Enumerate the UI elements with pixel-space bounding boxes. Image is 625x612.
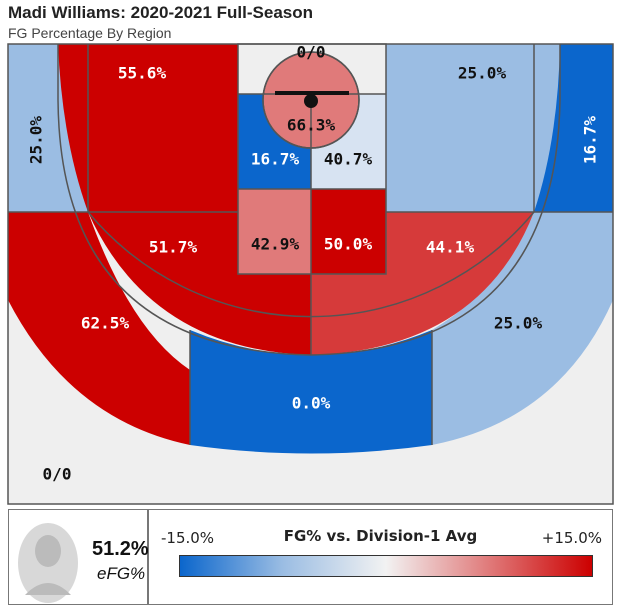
- legend-box: -15.0% FG% vs. Division-1 Avg +15.0%: [148, 509, 613, 605]
- zone-label-right-midrange: 44.1%: [426, 238, 475, 257]
- zone-label-center-three: 0.0%: [292, 394, 331, 413]
- legend-min-label: -15.0%: [161, 529, 215, 547]
- zone-label-left-midrange: 51.7%: [149, 238, 198, 257]
- zone-right-midrange: [311, 212, 534, 355]
- zone-regions: [8, 44, 613, 504]
- legend-color-bar: [179, 555, 593, 577]
- efg-label: eFG%: [97, 564, 146, 583]
- zone-label-right-wing-three: 25.0%: [458, 64, 507, 83]
- zone-paint-right-lower: [311, 189, 386, 274]
- hoop: [304, 94, 318, 108]
- zone-left-three-lower: [8, 212, 190, 445]
- zone-label-right-three-lower: 25.0%: [494, 314, 543, 333]
- zone-label-right-corner-three: 16.7%: [581, 116, 600, 165]
- paint-outline: [237, 43, 387, 275]
- zone-left-wing-three: [58, 44, 238, 212]
- zone-left-midrange: [88, 212, 311, 355]
- zone-right-three-lower: [432, 212, 613, 445]
- zone-center-three: [190, 330, 432, 454]
- zone-paint-left-lower: [238, 189, 311, 274]
- avatar: [18, 523, 78, 603]
- zone-right-wing-three: [386, 44, 560, 212]
- zone-labels: 25.0% 55.6% 0/0 25.0% 16.7% 66.3% 16.7% 40.7% 42…: [27, 43, 600, 484]
- zone-label-paint-right-upper: 40.7%: [324, 150, 373, 169]
- zone-label-left-wing-three: 55.6%: [118, 64, 167, 83]
- legend-max-label: +15.0%: [541, 529, 602, 547]
- chart-title: Madi Williams: 2020-2021 Full-Season: [8, 3, 314, 22]
- zone-label-paint-right-lower: 50.0%: [324, 235, 373, 254]
- player-summary-box: 51.2% eFG%: [8, 509, 149, 605]
- zone-label-left-corner-three: 25.0%: [27, 116, 46, 165]
- legend-title: FG% vs. Division-1 Avg: [283, 527, 478, 545]
- zone-label-paint-left-lower: 42.9%: [251, 235, 300, 254]
- court-lines: [7, 43, 614, 505]
- zone-label-paint-left-upper: 16.7%: [251, 150, 300, 169]
- zone-label-restricted-area: 66.3%: [287, 116, 336, 135]
- zone-label-backcourt: 0/0: [43, 465, 72, 484]
- zone-label-left-three-lower: 62.5%: [81, 314, 130, 333]
- chart-subtitle: FG Percentage By Region: [8, 25, 172, 41]
- restricted-circle: [262, 51, 360, 149]
- efg-value: 51.2%: [92, 538, 149, 560]
- zone-label-top-restricted-top: 0/0: [297, 43, 326, 62]
